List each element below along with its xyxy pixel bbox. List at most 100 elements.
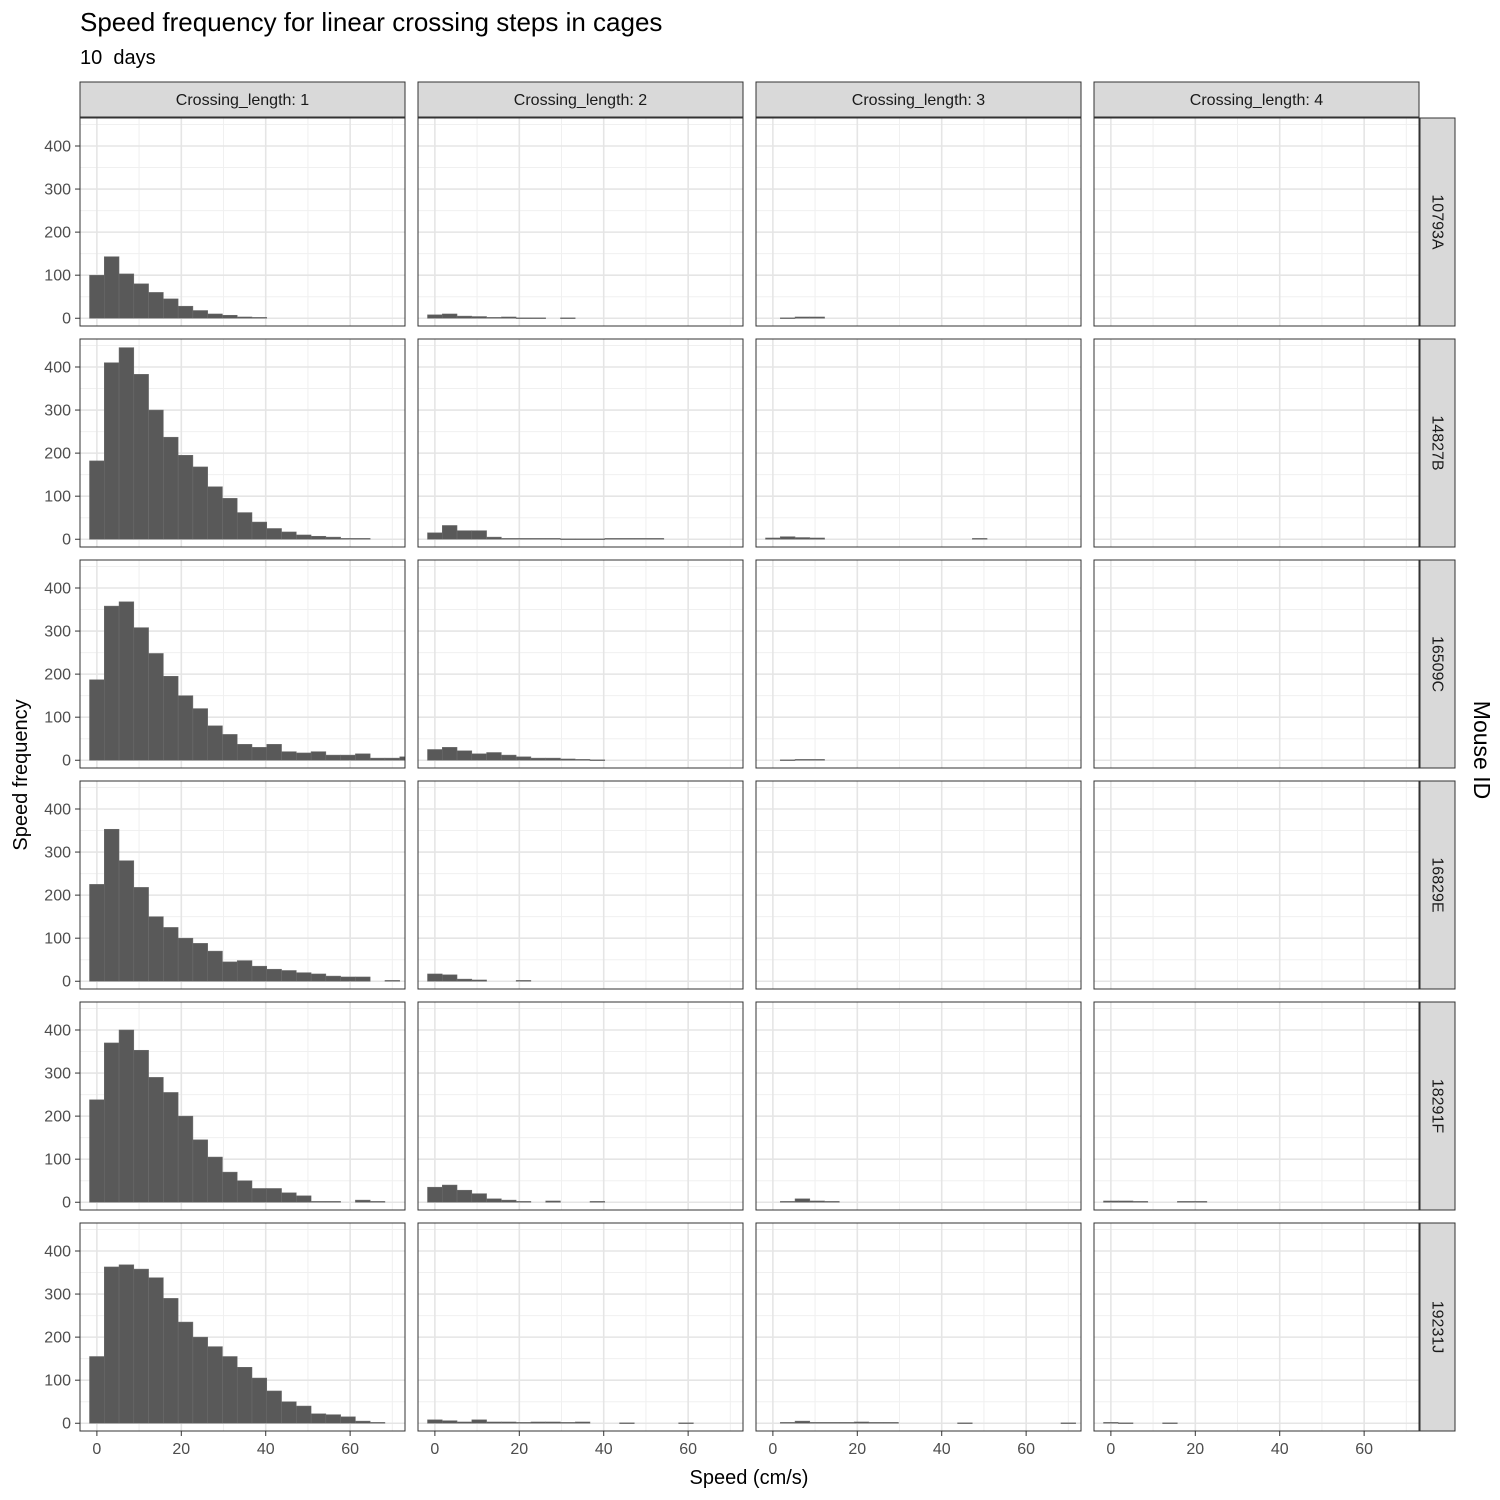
chart-title: Speed frequency for linear crossing step… xyxy=(80,7,662,37)
histogram-bar xyxy=(545,757,561,761)
x-tick-label: 0 xyxy=(768,1441,777,1458)
facet-panel xyxy=(80,1223,405,1431)
histogram-bar xyxy=(574,759,591,761)
histogram-bar xyxy=(794,759,811,761)
row-strip: 19231J xyxy=(1419,1222,1456,1432)
facet-panel xyxy=(756,339,1081,547)
histogram-bar xyxy=(1118,1200,1134,1203)
panel-border xyxy=(79,338,406,548)
panel-background xyxy=(418,781,743,989)
histogram-bar xyxy=(471,1419,487,1424)
histogram-bar xyxy=(501,538,517,540)
panel-border xyxy=(79,780,406,990)
y-tick-label: 200 xyxy=(44,225,71,242)
panel-border xyxy=(1093,338,1420,548)
column-strip: Crossing_length: 3 xyxy=(755,81,1082,118)
histogram-bar xyxy=(89,679,105,761)
histogram-bar xyxy=(471,1193,487,1203)
histogram-bar xyxy=(148,1077,164,1203)
histogram-bar xyxy=(133,374,149,540)
histogram-bar xyxy=(765,537,781,540)
row-strip-label: 16829E xyxy=(1429,857,1446,912)
y-tick-label: 100 xyxy=(44,268,71,285)
histogram-bar xyxy=(515,980,532,982)
facet-panel xyxy=(1094,118,1419,326)
panel-border xyxy=(417,117,744,327)
histogram-bar xyxy=(222,734,238,761)
panel-background xyxy=(1094,1223,1419,1431)
histogram-bar xyxy=(118,347,135,540)
histogram-bar xyxy=(486,1421,502,1424)
histogram-bar xyxy=(1103,1422,1119,1424)
histogram-bar xyxy=(310,751,327,761)
panel-background xyxy=(1094,118,1419,326)
histogram-bar xyxy=(678,1422,694,1424)
histogram-bar xyxy=(148,916,164,982)
histogram-bar xyxy=(442,974,458,982)
histogram-bar xyxy=(486,317,502,319)
histogram-bar xyxy=(266,1188,282,1203)
panel-border xyxy=(417,780,744,990)
histogram-bar xyxy=(148,1277,164,1424)
histogram-bar xyxy=(266,968,282,982)
histogram-bar xyxy=(427,1419,443,1424)
histogram-bar xyxy=(501,1421,517,1424)
histogram-bar xyxy=(192,943,208,982)
panel-border xyxy=(755,117,1082,327)
histogram-bar xyxy=(251,1377,268,1424)
x-axis-label: Speed (cm/s) xyxy=(690,1467,809,1489)
histogram-bar xyxy=(266,744,282,761)
histogram-bar xyxy=(222,314,238,319)
histogram-bar xyxy=(574,538,591,540)
histogram-bar xyxy=(545,1200,561,1203)
x-tick-label: 40 xyxy=(257,1441,275,1458)
chart-subtitle: 10 days xyxy=(80,47,156,69)
histogram-bar xyxy=(296,972,312,982)
histogram-bar xyxy=(486,752,502,761)
x-tick-label: 0 xyxy=(430,1441,439,1458)
histogram-bar xyxy=(384,980,400,982)
y-tick-label: 200 xyxy=(44,1109,71,1126)
histogram-bar xyxy=(427,749,443,761)
row-strip-bg xyxy=(1419,559,1456,769)
histogram-bar xyxy=(515,538,532,540)
panel-border xyxy=(1093,1222,1420,1432)
histogram-bar xyxy=(515,317,532,319)
histogram-bar xyxy=(868,1422,884,1424)
histogram-bar xyxy=(957,1422,973,1424)
x-tick-label: 60 xyxy=(1017,1441,1035,1458)
histogram-bar xyxy=(648,538,665,540)
column-strip-bg xyxy=(79,81,406,118)
y-tick-label: 400 xyxy=(44,138,71,155)
histogram-bar xyxy=(118,860,135,982)
panel-background xyxy=(1094,781,1419,989)
y-tick-label: 400 xyxy=(44,580,71,597)
histogram-bar xyxy=(118,1264,135,1424)
facet-panel xyxy=(756,781,1081,989)
histogram-bar xyxy=(222,961,238,982)
facet-panel xyxy=(1094,781,1419,989)
x-tick-label: 60 xyxy=(341,1441,359,1458)
histogram-bar xyxy=(456,315,473,319)
histogram-bar xyxy=(89,884,105,982)
facet-panel xyxy=(1094,1223,1419,1431)
histogram-bar xyxy=(501,1199,517,1203)
panel-border xyxy=(417,1222,744,1432)
histogram-bar xyxy=(177,305,194,319)
column-strip-label: Crossing_length: 3 xyxy=(852,92,986,109)
histogram-bar xyxy=(515,1201,532,1203)
histogram-bar xyxy=(442,747,458,761)
histogram-bar xyxy=(118,1029,135,1203)
histogram-bar xyxy=(427,1186,443,1203)
histogram-bar xyxy=(251,965,268,982)
panel-border xyxy=(417,559,744,769)
row-strip-bg xyxy=(1419,780,1456,990)
panel-border xyxy=(755,1001,1082,1211)
histogram-bar xyxy=(560,758,576,761)
histogram-bar xyxy=(310,535,327,540)
histogram-bar xyxy=(501,754,517,761)
row-strip-bg xyxy=(1419,1001,1456,1211)
histogram-bar xyxy=(824,1201,840,1203)
histogram-bar xyxy=(251,317,268,319)
histogram-bar xyxy=(355,1199,371,1203)
